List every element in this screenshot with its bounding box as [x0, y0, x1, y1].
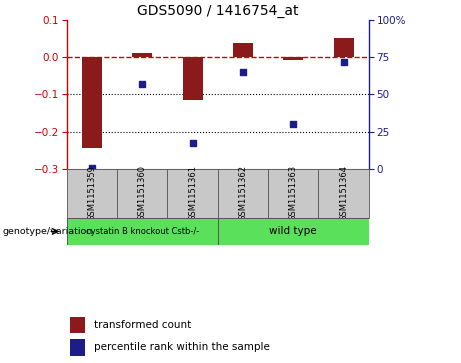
- Bar: [218, 169, 268, 218]
- Text: wild type: wild type: [270, 227, 317, 236]
- Bar: [70, 339, 85, 356]
- Bar: [67, 218, 218, 245]
- Point: [340, 59, 347, 65]
- Bar: [70, 317, 85, 333]
- Text: GSM1151361: GSM1151361: [188, 165, 197, 221]
- Bar: [334, 38, 354, 57]
- Bar: [67, 169, 117, 218]
- Bar: [233, 43, 253, 57]
- Point: [290, 121, 297, 127]
- Text: GSM1151363: GSM1151363: [289, 165, 298, 221]
- Bar: [283, 57, 303, 60]
- Bar: [183, 57, 203, 100]
- Bar: [319, 169, 369, 218]
- Bar: [132, 53, 153, 57]
- Text: transformed count: transformed count: [94, 321, 191, 330]
- Point: [139, 81, 146, 87]
- Bar: [167, 169, 218, 218]
- Text: cystatin B knockout Cstb-/-: cystatin B knockout Cstb-/-: [86, 227, 199, 236]
- Text: GSM1151364: GSM1151364: [339, 165, 348, 221]
- Bar: [268, 169, 319, 218]
- Text: GSM1151360: GSM1151360: [138, 165, 147, 221]
- Bar: [117, 169, 167, 218]
- Point: [239, 69, 247, 75]
- Text: genotype/variation: genotype/variation: [2, 227, 93, 236]
- Text: GSM1151359: GSM1151359: [88, 166, 96, 221]
- Bar: [82, 57, 102, 148]
- Point: [189, 140, 196, 146]
- Text: GSM1151362: GSM1151362: [238, 165, 248, 221]
- Text: percentile rank within the sample: percentile rank within the sample: [94, 342, 270, 352]
- Bar: [218, 218, 369, 245]
- Point: [89, 165, 96, 171]
- Title: GDS5090 / 1416754_at: GDS5090 / 1416754_at: [137, 4, 299, 17]
